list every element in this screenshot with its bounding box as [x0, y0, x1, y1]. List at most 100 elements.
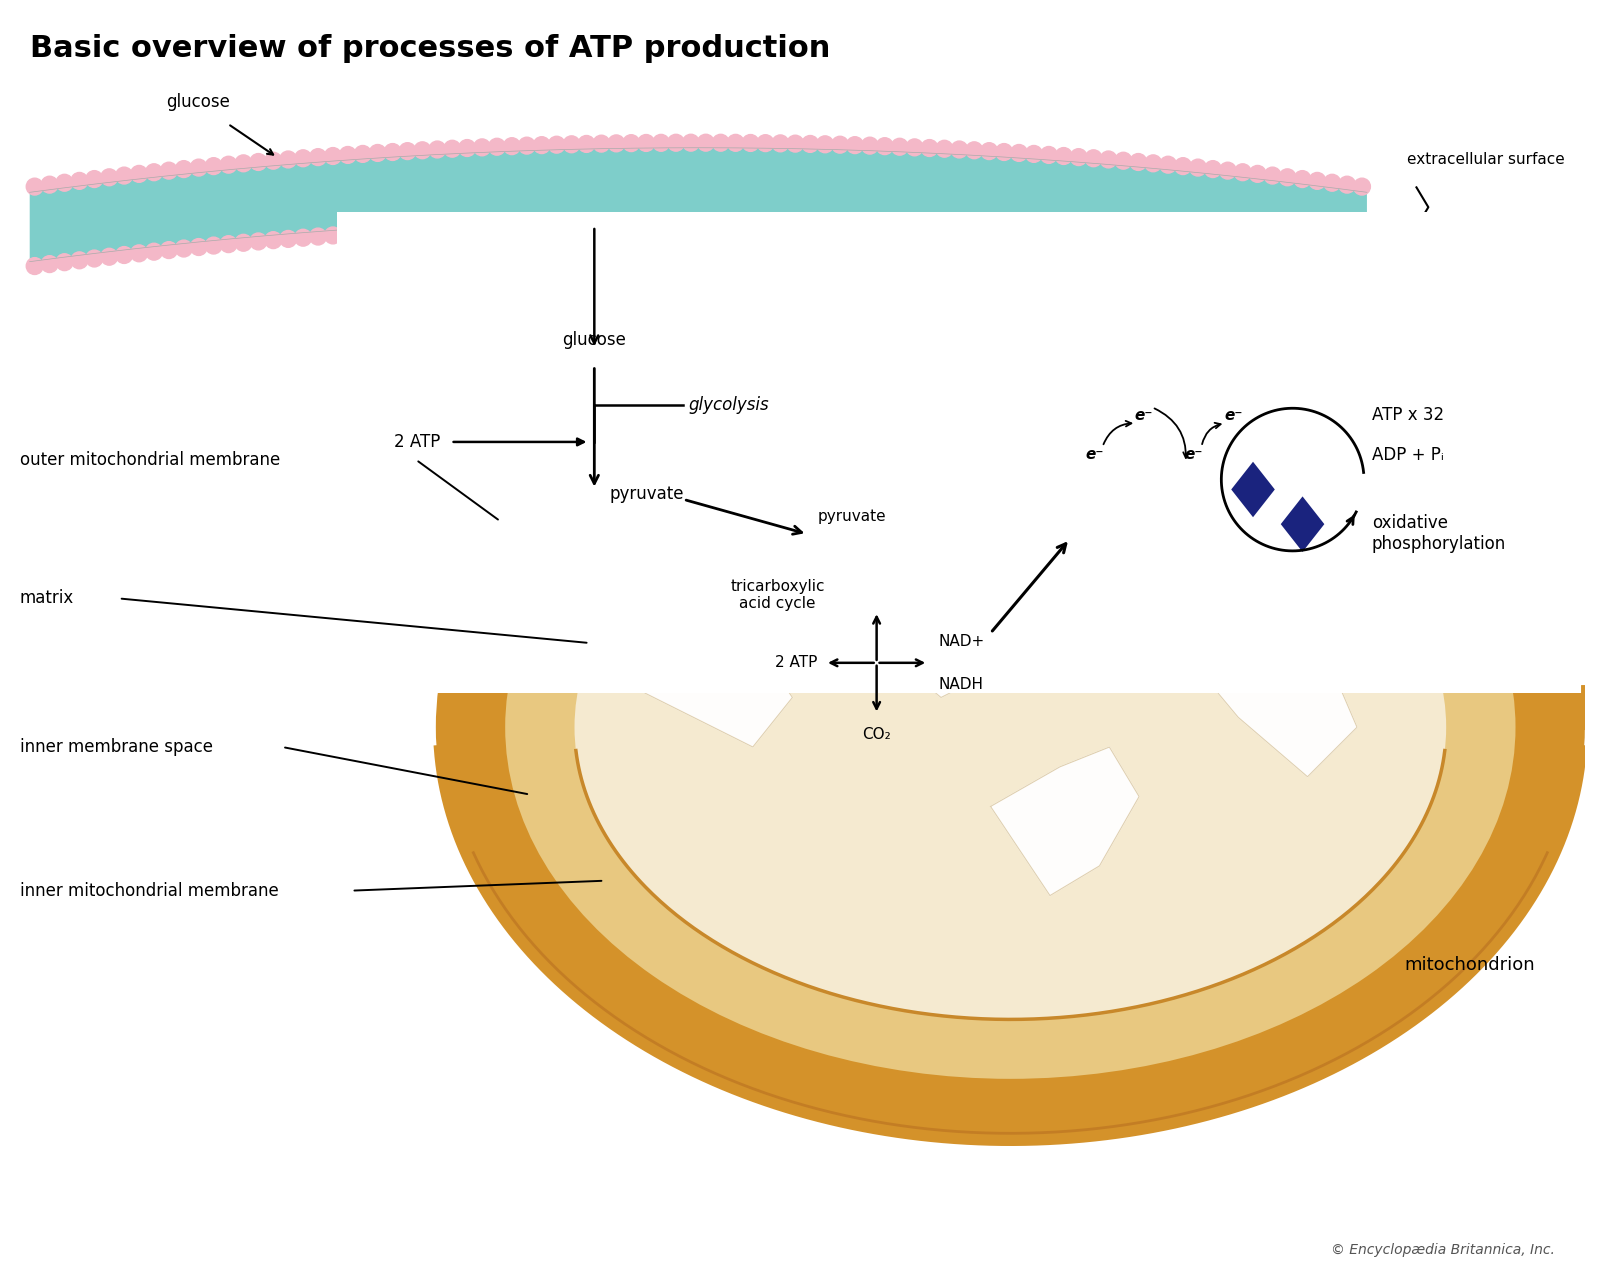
Circle shape [1278, 249, 1296, 265]
Circle shape [1323, 174, 1341, 191]
Circle shape [1205, 161, 1221, 178]
Circle shape [384, 223, 402, 240]
Circle shape [205, 157, 222, 175]
Circle shape [563, 135, 579, 153]
Circle shape [1026, 225, 1042, 242]
Circle shape [950, 142, 968, 158]
Text: oxidative
phosphorylation: oxidative phosphorylation [1371, 514, 1506, 553]
Circle shape [995, 223, 1013, 240]
Circle shape [1250, 245, 1266, 261]
Circle shape [698, 214, 714, 231]
Circle shape [443, 140, 461, 157]
Circle shape [1101, 231, 1117, 247]
Circle shape [922, 219, 938, 236]
Circle shape [1339, 176, 1355, 193]
Circle shape [712, 134, 730, 151]
Circle shape [250, 153, 267, 170]
Circle shape [861, 138, 878, 155]
Text: e⁻: e⁻ [1134, 408, 1154, 422]
Circle shape [235, 234, 251, 251]
Circle shape [771, 214, 789, 232]
Text: e⁻: e⁻ [1184, 447, 1203, 462]
Ellipse shape [506, 376, 1515, 1079]
Circle shape [877, 138, 893, 155]
Text: e⁻: e⁻ [1224, 408, 1242, 422]
Circle shape [1309, 252, 1326, 269]
Ellipse shape [435, 312, 1586, 1144]
Text: cell membrane: cell membrane [1437, 219, 1552, 234]
Circle shape [726, 134, 744, 151]
Circle shape [846, 137, 864, 153]
Circle shape [176, 240, 192, 256]
Circle shape [26, 178, 43, 194]
Circle shape [802, 135, 819, 152]
Circle shape [1354, 258, 1370, 274]
Circle shape [906, 219, 923, 236]
Circle shape [160, 242, 178, 259]
Circle shape [549, 137, 565, 153]
Text: NAD+: NAD+ [938, 634, 984, 649]
Circle shape [131, 245, 147, 261]
Circle shape [891, 218, 909, 234]
Polygon shape [1189, 608, 1357, 777]
Circle shape [981, 222, 997, 240]
Circle shape [1130, 153, 1147, 170]
Circle shape [922, 139, 938, 156]
Circle shape [443, 220, 461, 237]
Circle shape [1174, 237, 1192, 254]
Circle shape [488, 218, 506, 234]
Circle shape [1189, 160, 1206, 176]
Circle shape [549, 215, 565, 233]
Circle shape [771, 135, 789, 152]
Circle shape [832, 137, 848, 153]
Polygon shape [634, 618, 792, 747]
Circle shape [1115, 232, 1131, 249]
Circle shape [995, 143, 1013, 161]
Circle shape [280, 151, 296, 167]
Circle shape [1160, 236, 1176, 252]
Circle shape [1234, 164, 1251, 180]
Circle shape [266, 152, 282, 169]
Circle shape [1294, 250, 1310, 267]
Circle shape [1234, 243, 1251, 260]
Circle shape [1011, 144, 1027, 161]
Text: extracellular surface: extracellular surface [1406, 152, 1565, 167]
Circle shape [146, 243, 162, 260]
Circle shape [1219, 242, 1237, 259]
Polygon shape [990, 747, 1139, 895]
Circle shape [594, 135, 610, 152]
Circle shape [429, 142, 446, 158]
Circle shape [683, 134, 699, 151]
Text: CO₂: CO₂ [862, 728, 891, 742]
Circle shape [266, 232, 282, 249]
Circle shape [1026, 146, 1042, 162]
Circle shape [966, 142, 982, 158]
Circle shape [1160, 156, 1176, 173]
Circle shape [533, 137, 550, 153]
Circle shape [115, 167, 133, 184]
Circle shape [384, 143, 402, 161]
Circle shape [936, 220, 954, 237]
Circle shape [1144, 234, 1162, 251]
Circle shape [504, 218, 520, 234]
Circle shape [1040, 225, 1058, 243]
Circle shape [235, 155, 251, 171]
Circle shape [1189, 238, 1206, 255]
Circle shape [325, 148, 341, 165]
Text: glucose: glucose [562, 331, 626, 349]
Circle shape [221, 156, 237, 173]
Circle shape [622, 135, 640, 152]
Circle shape [966, 222, 982, 238]
Circle shape [56, 174, 74, 191]
Circle shape [310, 228, 326, 245]
Text: ADP + Pᵢ: ADP + Pᵢ [1371, 446, 1443, 464]
Polygon shape [30, 148, 1366, 261]
Circle shape [474, 139, 491, 156]
Circle shape [398, 222, 416, 240]
Circle shape [70, 252, 88, 269]
Circle shape [667, 214, 685, 231]
Circle shape [653, 134, 669, 151]
Circle shape [414, 142, 430, 158]
Circle shape [488, 138, 506, 155]
Text: NADH: NADH [938, 677, 982, 692]
